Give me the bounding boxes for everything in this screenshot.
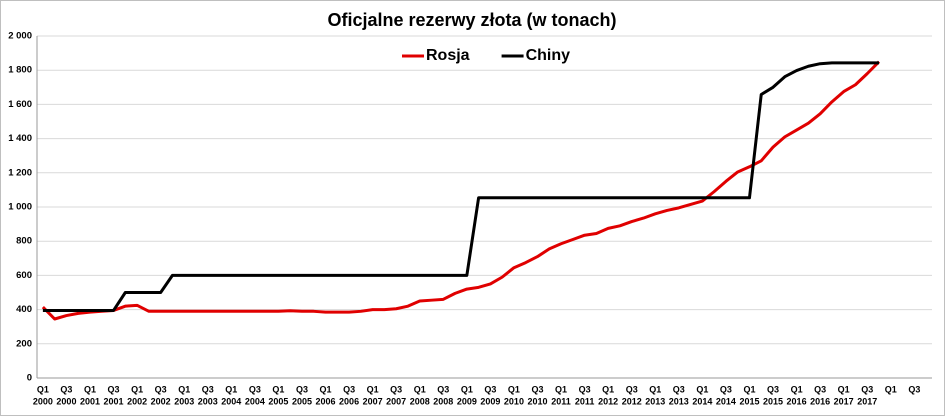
x-tick-label: Q1	[37, 384, 49, 394]
x-tick-year: 2017	[834, 396, 854, 406]
y-tick-label: 200	[16, 338, 32, 349]
x-tick-label: Q1	[885, 384, 897, 394]
x-tick-year: 2015	[763, 396, 783, 406]
x-tick-label: Q1	[367, 384, 379, 394]
x-tick-label: Q3	[155, 384, 167, 394]
x-tick-year: 2011	[551, 396, 571, 406]
x-tick-label: Q1	[320, 384, 332, 394]
y-tick-label: 800	[16, 236, 32, 247]
x-tick-label: Q1	[649, 384, 661, 394]
x-tick-label: Q1	[743, 384, 755, 394]
series-line	[42, 61, 880, 312]
x-tick-year: 2013	[645, 396, 665, 406]
x-tick-year: 2012	[622, 396, 642, 406]
x-tick-year: 2001	[104, 396, 124, 406]
x-tick-year: 2015	[739, 396, 759, 406]
x-tick-label: Q3	[249, 384, 261, 394]
series-line	[41, 60, 881, 321]
x-tick-year: 2007	[363, 396, 383, 406]
x-tick-label: Q1	[602, 384, 614, 394]
x-tick-year: 2010	[504, 396, 524, 406]
x-tick-year: 2008	[410, 396, 430, 406]
x-tick-label: Q1	[178, 384, 190, 394]
x-tick-label: Q3	[814, 384, 826, 394]
x-tick-year: 2000	[56, 396, 76, 406]
x-tick-label: Q3	[720, 384, 732, 394]
x-tick-label: Q1	[508, 384, 520, 394]
x-tick-year: 2005	[292, 396, 312, 406]
x-tick-label: Q3	[767, 384, 779, 394]
x-tick-year: 2008	[433, 396, 453, 406]
x-tick-label: Q3	[673, 384, 685, 394]
x-tick-year: 2007	[386, 396, 406, 406]
y-tick-label: 0	[27, 373, 32, 384]
y-tick-label: 1 000	[8, 202, 32, 213]
y-tick-label: 2 000	[8, 31, 32, 42]
x-tick-year: 2001	[80, 396, 100, 406]
x-tick-label: Q3	[861, 384, 873, 394]
y-tick-label: 600	[16, 270, 32, 281]
x-tick-year: 2017	[857, 396, 877, 406]
legend-label: Rosja	[426, 47, 470, 64]
y-tick-label: 1 800	[8, 65, 32, 76]
legend-label: Chiny	[526, 47, 571, 64]
x-tick-label: Q3	[343, 384, 355, 394]
x-tick-label: Q3	[908, 384, 920, 394]
x-tick-label: Q3	[60, 384, 72, 394]
x-tick-label: Q3	[296, 384, 308, 394]
x-tick-year: 2012	[598, 396, 618, 406]
x-tick-year: 2006	[316, 396, 336, 406]
x-tick-year: 2002	[127, 396, 147, 406]
x-tick-year: 2009	[457, 396, 477, 406]
x-tick-year: 2005	[268, 396, 288, 406]
x-tick-year: 2014	[716, 396, 736, 406]
x-tick-year: 2002	[151, 396, 171, 406]
chart-title: Oficjalne rezerwy złota (w tonach)	[327, 10, 616, 30]
x-tick-label: Q1	[272, 384, 284, 394]
x-tick-label: Q1	[225, 384, 237, 394]
y-tick-label: 1 400	[8, 133, 32, 144]
y-tick-label: 1 600	[8, 99, 32, 110]
x-tick-label: Q3	[531, 384, 543, 394]
x-tick-label: Q1	[555, 384, 567, 394]
x-tick-year: 2004	[245, 396, 265, 406]
x-tick-label: Q1	[414, 384, 426, 394]
x-tick-year: 2006	[339, 396, 359, 406]
y-tick-label: 1 200	[8, 167, 32, 178]
x-tick-label: Q1	[696, 384, 708, 394]
x-tick-label: Q1	[838, 384, 850, 394]
x-tick-label: Q3	[437, 384, 449, 394]
x-tick-label: Q3	[484, 384, 496, 394]
x-tick-year: 2013	[669, 396, 689, 406]
x-tick-label: Q3	[108, 384, 120, 394]
x-tick-year: 2009	[480, 396, 500, 406]
x-tick-label: Q3	[202, 384, 214, 394]
x-tick-label: Q3	[390, 384, 402, 394]
x-tick-label: Q1	[84, 384, 96, 394]
x-tick-year: 2016	[787, 396, 807, 406]
y-tick-label: 400	[16, 304, 32, 315]
x-tick-label: Q1	[461, 384, 473, 394]
x-tick-label: Q3	[626, 384, 638, 394]
x-tick-year: 2004	[221, 396, 241, 406]
x-tick-year: 2003	[198, 396, 218, 406]
x-tick-year: 2003	[174, 396, 194, 406]
x-tick-year: 2000	[33, 396, 53, 406]
x-tick-label: Q3	[579, 384, 591, 394]
x-tick-year: 2010	[527, 396, 547, 406]
x-tick-label: Q1	[791, 384, 803, 394]
x-tick-year: 2014	[692, 396, 712, 406]
x-tick-year: 2016	[810, 396, 830, 406]
x-tick-label: Q1	[131, 384, 143, 394]
x-tick-year: 2011	[575, 396, 595, 406]
